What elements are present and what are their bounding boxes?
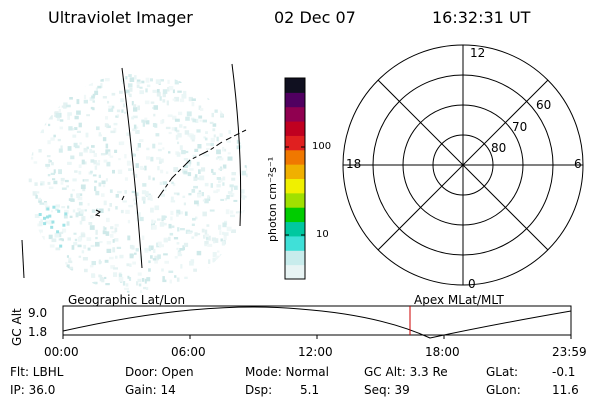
- timeline-left-title: Geographic Lat/Lon: [68, 293, 186, 307]
- coastline-line: [121, 195, 125, 201]
- colorbar-segment: [285, 250, 305, 266]
- coastline-line: [94, 209, 101, 217]
- mlt-label-12: 12: [470, 46, 486, 60]
- lat-label-60: 60: [536, 98, 552, 112]
- seq-readout: Seq: 39: [364, 383, 410, 397]
- meridian-line: [231, 63, 242, 227]
- dsp-label: Dsp:: [245, 383, 273, 397]
- timeline-tick: 00:00: [44, 345, 79, 359]
- timeline-right-title: Apex MLat/MLT: [414, 293, 504, 307]
- gc-alt-readout: GC Alt: 3.3 Re: [364, 365, 448, 379]
- timeline-tick: 23:59: [552, 345, 587, 359]
- mlt-label-6: 6: [574, 157, 582, 171]
- filter-readout: Flt: LBHL: [10, 365, 64, 379]
- timeline-ymax: 9.0: [28, 306, 48, 320]
- colorbar-segment: [285, 106, 305, 122]
- door-readout: Door: Open: [125, 365, 194, 379]
- coastline-line: [157, 141, 223, 199]
- timeline-tick: 18:00: [425, 345, 460, 359]
- timeline-tick: 06:00: [171, 345, 206, 359]
- lat-label-80: 80: [491, 141, 507, 155]
- time-label: 16:32:31 UT: [432, 8, 531, 27]
- gain-readout: Gain: 14: [125, 383, 176, 397]
- mlt-label-0: 0: [468, 277, 476, 291]
- colorbar-segment: [285, 235, 305, 251]
- dsp-value: 5.1: [300, 383, 320, 397]
- colorbar-segment: [285, 221, 305, 237]
- edge-line: [21, 239, 25, 279]
- colorbar-segment: [285, 92, 305, 108]
- glon-value: 11.6: [552, 383, 579, 397]
- colorbar-segment: [285, 164, 305, 179]
- colorbar-segment: [285, 207, 305, 223]
- instrument-title: Ultraviolet Imager: [48, 8, 193, 27]
- glat-value: -0.1: [552, 365, 576, 379]
- colorbar-tick-100: 100: [312, 141, 332, 152]
- colorbar-tick-10: 10: [316, 229, 329, 240]
- glon-label: GLon:: [486, 383, 521, 397]
- meridian-line: [121, 67, 143, 269]
- altitude-curve: [62, 306, 572, 339]
- colorbar-segment: [285, 149, 305, 165]
- timeline-tick: 12:00: [298, 345, 333, 359]
- mode-readout: Mode: Normal: [245, 365, 329, 379]
- timeline-ylabel: GC Alt: [10, 308, 24, 346]
- colorbar-segment: [285, 264, 305, 280]
- mlt-label-18: 18: [346, 157, 362, 171]
- colorbar-segment: [285, 192, 305, 208]
- ip-readout: IP: 36.0: [10, 383, 56, 397]
- lat-label-70: 70: [512, 120, 528, 134]
- colorbar-segment: [285, 121, 305, 136]
- colorbar-segment: [285, 135, 305, 151]
- date-label: 02 Dec 07: [274, 8, 356, 27]
- colorbar-segment: [285, 78, 305, 93]
- glat-label: GLat:: [486, 365, 519, 379]
- coastline-line: [225, 129, 247, 141]
- timeline-ymin: 1.8: [28, 325, 48, 339]
- colorbar-segment: [285, 178, 305, 194]
